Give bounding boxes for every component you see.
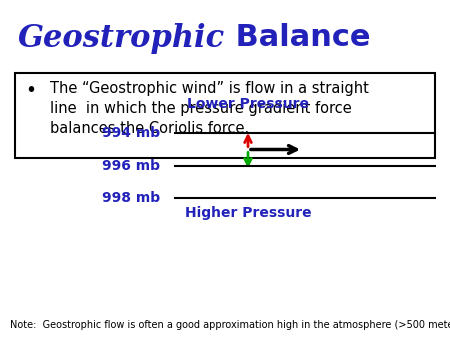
Text: Geostrophic: Geostrophic bbox=[18, 23, 225, 54]
Text: Note:  Geostrophic flow is often a good approximation high in the atmosphere (>5: Note: Geostrophic flow is often a good a… bbox=[10, 320, 450, 330]
Text: 998 mb: 998 mb bbox=[102, 191, 160, 205]
Text: Lower Pressure: Lower Pressure bbox=[187, 97, 309, 111]
Bar bbox=[15, 73, 435, 158]
Text: Balance: Balance bbox=[225, 23, 370, 52]
Text: •: • bbox=[25, 81, 36, 100]
Text: 996 mb: 996 mb bbox=[102, 159, 160, 173]
Text: Higher Pressure: Higher Pressure bbox=[184, 206, 311, 220]
Text: The “Geostrophic wind” is flow in a straight: The “Geostrophic wind” is flow in a stra… bbox=[50, 81, 369, 96]
Text: 994 mb: 994 mb bbox=[102, 126, 160, 140]
Text: balances the Coriolis force.: balances the Coriolis force. bbox=[50, 121, 249, 136]
Text: line  in which the pressure gradient force: line in which the pressure gradient forc… bbox=[50, 101, 352, 116]
